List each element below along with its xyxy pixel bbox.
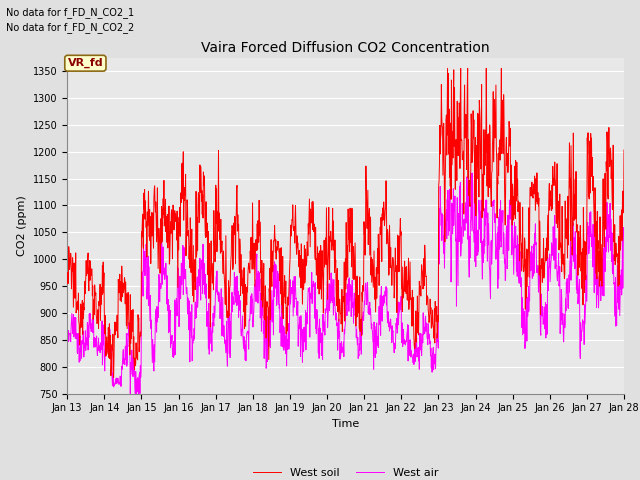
Line: West soil: West soil xyxy=(67,68,624,377)
Line: West air: West air xyxy=(67,173,624,394)
West air xyxy=(188,335,195,341)
West air xyxy=(250,311,257,316)
West soil xyxy=(444,65,451,71)
West air xyxy=(555,250,563,256)
Y-axis label: CO2 (ppm): CO2 (ppm) xyxy=(17,195,27,256)
West soil xyxy=(620,147,628,153)
Title: Vaira Forced Diffusion CO2 Concentration: Vaira Forced Diffusion CO2 Concentration xyxy=(202,41,490,55)
West soil xyxy=(110,374,118,380)
West air xyxy=(467,170,475,176)
West soil xyxy=(63,281,71,287)
X-axis label: Time: Time xyxy=(332,419,359,429)
West soil xyxy=(250,266,257,272)
West air xyxy=(174,283,182,288)
West soil xyxy=(433,319,440,324)
Legend: West soil, West air: West soil, West air xyxy=(248,463,443,480)
West air xyxy=(506,197,513,203)
Text: VR_fd: VR_fd xyxy=(68,58,103,68)
West soil xyxy=(188,254,195,260)
West air xyxy=(433,342,440,348)
Text: No data for f_FD_N_CO2_2: No data for f_FD_N_CO2_2 xyxy=(6,22,134,33)
West soil xyxy=(506,126,513,132)
West air xyxy=(127,391,134,396)
Text: No data for f_FD_N_CO2_1: No data for f_FD_N_CO2_1 xyxy=(6,7,134,18)
West air xyxy=(620,233,628,239)
West soil xyxy=(555,198,563,204)
West air xyxy=(63,334,71,340)
West soil xyxy=(174,285,182,290)
